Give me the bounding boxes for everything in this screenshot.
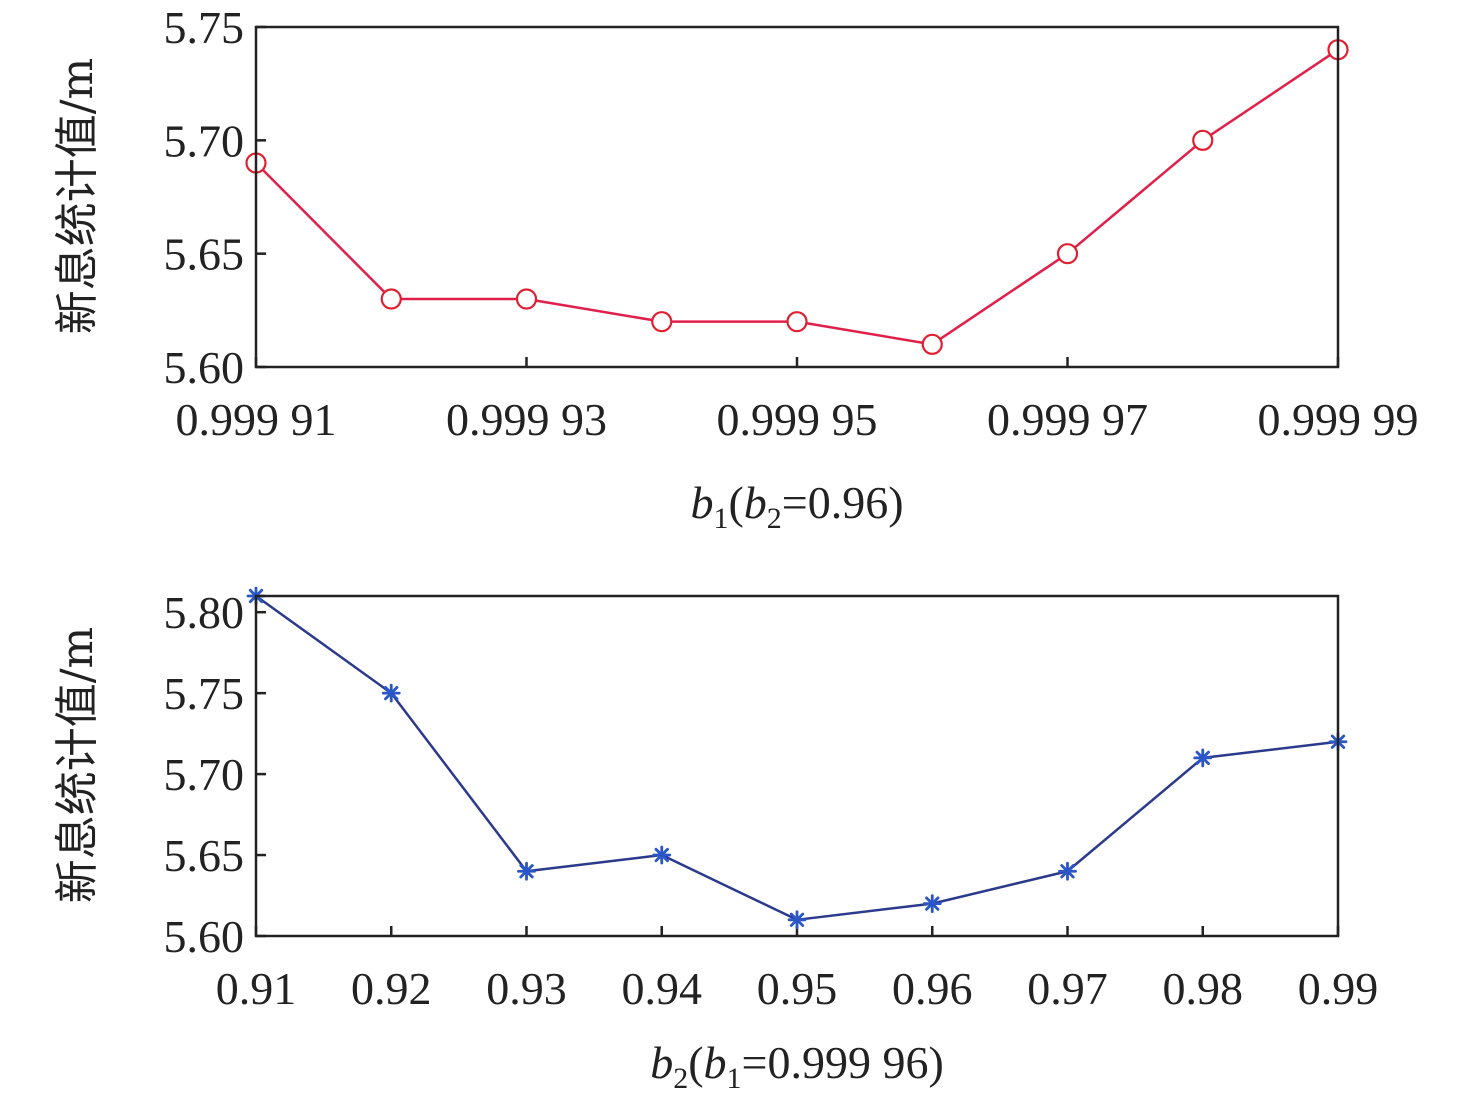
chart-2-x-tick-label: 0.99 — [1298, 963, 1379, 1014]
chart-2-y-tick-label: 5.80 — [164, 587, 245, 638]
chart-2-xlabel-cond-var: b — [704, 1037, 727, 1088]
chart-2-series — [246, 586, 1348, 930]
chart-2-x-tick-label: 0.93 — [486, 963, 567, 1014]
chart-2-y-tick-label: 5.75 — [164, 668, 245, 719]
chart-2-y-axis-label-text: 新息统计值/m — [52, 627, 103, 904]
chart-1-x-tick-label: 0.999 91 — [176, 394, 337, 445]
chart-2-y-ticks: 5.60 5.65 5.70 5.75 5.80 — [164, 587, 266, 962]
chart-1: 新息统计值/m 5.605.655.705.75 0.999 91 0.999 9… — [52, 2, 1419, 535]
chart-2-xlabel-cond-sub: 1 — [727, 1062, 742, 1095]
chart-2-xlabel-var: b — [650, 1037, 673, 1088]
chart-2-data-point — [1193, 748, 1213, 768]
chart-1-x-tick-label: 0.999 99 — [1258, 394, 1419, 445]
chart-2-x-tick-label: 0.94 — [622, 963, 703, 1014]
chart-2-x-ticks: 0.91 0.92 0.93 0.94 0.95 0.96 0.97 0.98 0.99 — [216, 926, 1379, 1014]
chart-2-data-point — [652, 845, 672, 865]
chart-1-xlabel-var-sub: 1 — [713, 502, 728, 535]
chart-1-xlabel-cond-sub: 2 — [767, 502, 782, 535]
chart-1-xlabel-open: ( — [728, 477, 743, 528]
chart-2-xlabel-cond-rest: =0.999 96) — [742, 1037, 944, 1088]
chart-1-x-ticks: 0.999 91 0.999 93 0.999 95 0.999 97 0.999 99 — [176, 357, 1419, 445]
chart-2-data-point — [922, 894, 942, 914]
chart-1-plot-frame — [254, 25, 1340, 369]
chart-1-x-tick-label: 0.999 93 — [446, 394, 607, 445]
chart-1-series-line — [255, 48, 1339, 346]
chart-1-data-point — [515, 288, 538, 310]
chart-1-data-point — [380, 288, 402, 310]
chart-1-data-point — [921, 333, 943, 355]
chart-2-x-tick-label: 0.95 — [757, 963, 838, 1014]
chart-2-y-tick-label: 5.65 — [164, 830, 245, 881]
chart-2-xlabel-var-sub: 2 — [673, 1062, 688, 1095]
chart-2-x-tick-label: 0.96 — [892, 963, 973, 1014]
chart-1-y-tick-label: 5.75 — [164, 2, 245, 53]
chart-2: 新息统计值/m 5.605.655.705.755.80 0.91 0.92 0.9… — [52, 586, 1379, 1095]
chart-1-x-tick-label: 0.999 97 — [987, 394, 1148, 445]
chart-1-series — [245, 39, 1349, 355]
chart-2-x-tick-label: 0.97 — [1027, 963, 1108, 1014]
chart-1-xlabel-cond-rest: =0.96) — [782, 477, 904, 528]
chart-2-data-point — [787, 910, 807, 930]
chart-1-y-tick-label: 5.65 — [164, 229, 245, 280]
chart-2-xlabel-open: ( — [688, 1037, 703, 1088]
chart-1-xlabel-var: b — [690, 477, 713, 528]
chart-2-x-tick-label: 0.92 — [351, 963, 432, 1014]
chart-2-data-point — [517, 861, 536, 881]
chart-1-y-tick-label: 5.70 — [164, 115, 245, 166]
chart-1-x-axis-label: b1(b2=0.96) — [690, 477, 903, 535]
chart-1-x-tick-label: 0.999 95 — [717, 394, 878, 445]
chart-2-series-line — [255, 594, 1339, 922]
chart-2-plot-frame — [254, 594, 1340, 938]
chart-1-y-ticks: 5.60 5.65 5.70 5.75 — [164, 2, 266, 393]
chart-2-y-axis-label: 新息统计值/m — [52, 627, 103, 904]
chart-1-data-point — [651, 311, 673, 333]
chart-1-data-point — [786, 311, 808, 333]
chart-2-data-point — [381, 683, 401, 703]
chart-2-y-tick-label: 5.60 — [164, 911, 245, 962]
chart-1-data-point — [1056, 243, 1079, 265]
chart-1-data-point — [1192, 129, 1214, 151]
chart-1-y-axis-label: 新息统计值/m — [52, 58, 103, 335]
chart-1-y-axis-label-text: 新息统计值/m — [52, 58, 103, 335]
chart-2-x-axis-label: b2(b1=0.999 96) — [650, 1037, 944, 1095]
chart-1-y-tick-label: 5.60 — [164, 342, 245, 393]
chart-2-data-point — [1058, 861, 1077, 881]
chart-2-x-tick-label: 0.91 — [216, 963, 297, 1014]
chart-1-xlabel-cond-var: b — [744, 477, 767, 528]
chart-2-y-tick-label: 5.70 — [164, 749, 245, 800]
chart-2-x-tick-label: 0.98 — [1163, 963, 1244, 1014]
